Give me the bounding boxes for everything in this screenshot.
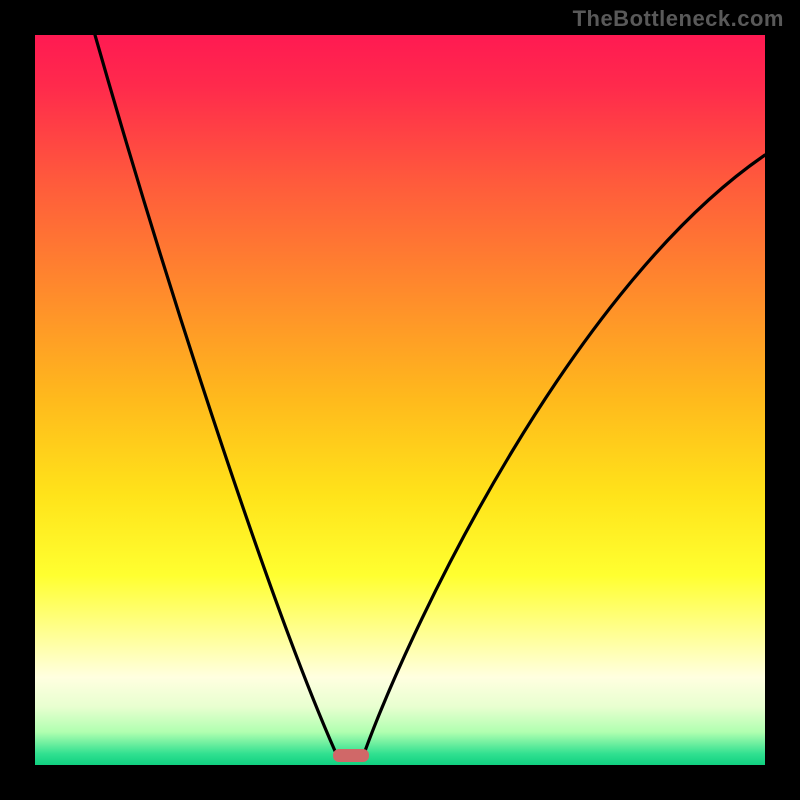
plot-frame [0, 0, 800, 800]
plot-area [35, 35, 765, 765]
watermark-text: TheBottleneck.com [573, 6, 784, 32]
curve-left-branch [95, 35, 335, 751]
bottleneck-curve [35, 35, 765, 765]
curve-right-branch [365, 155, 765, 751]
optimal-marker [333, 749, 369, 762]
